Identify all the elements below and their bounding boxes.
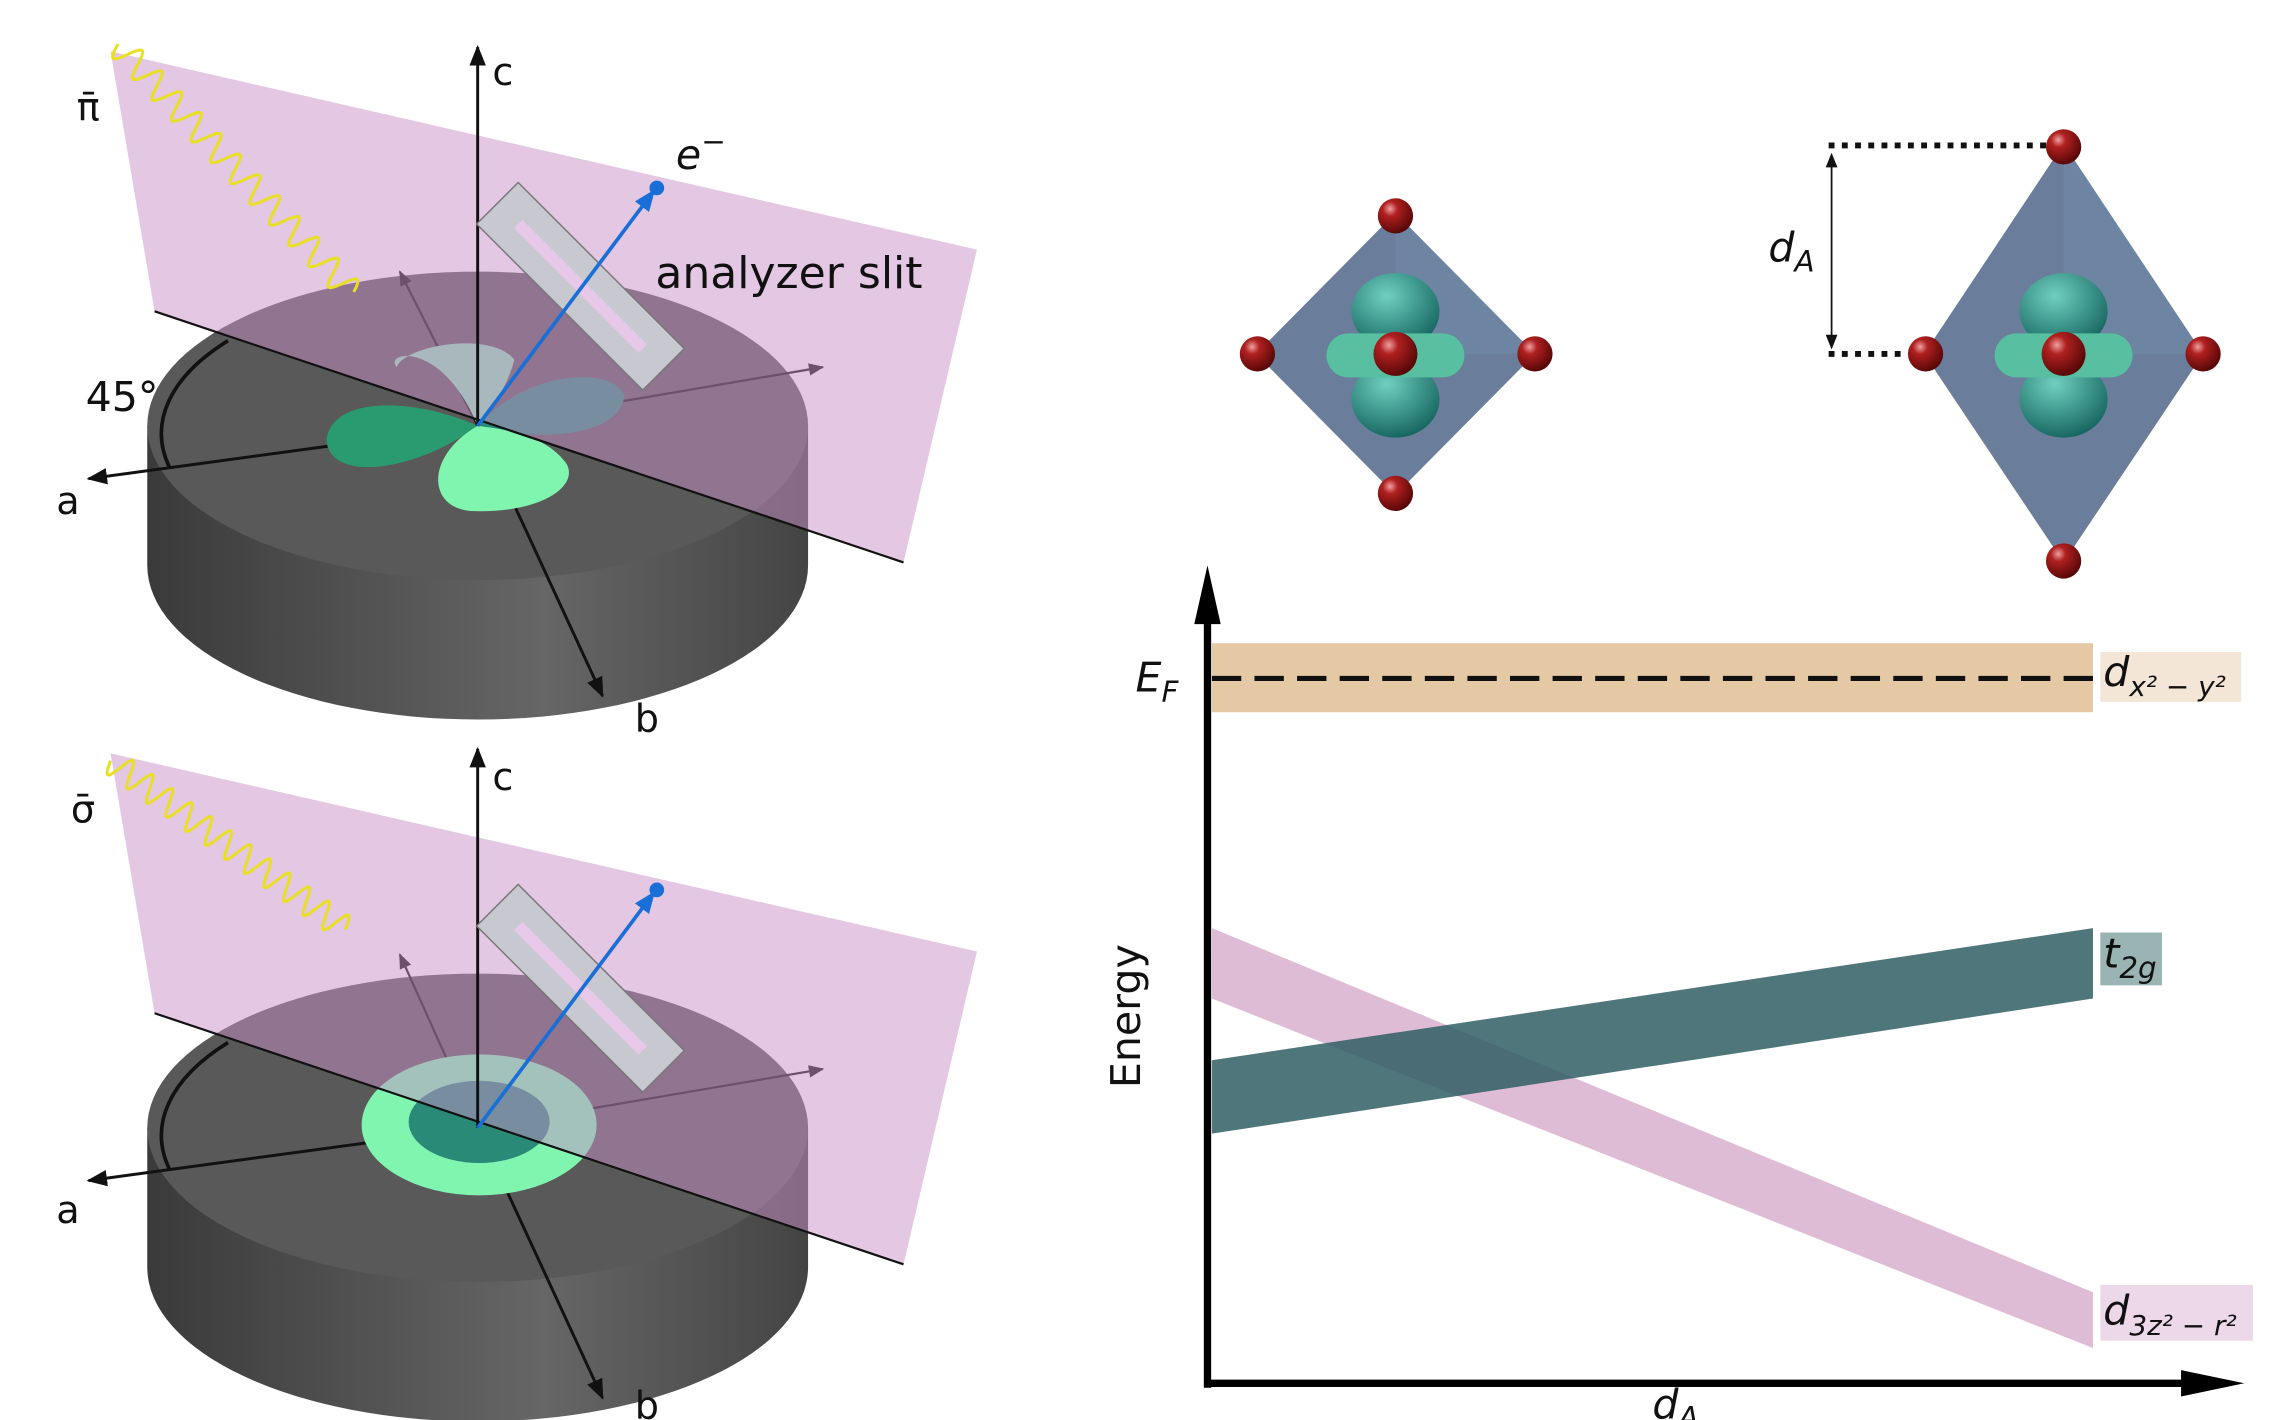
shape-circle bbox=[2046, 129, 2081, 164]
text-part: d bbox=[2103, 648, 2130, 696]
shape-path bbox=[2181, 1370, 2244, 1396]
text-part: A bbox=[1677, 1400, 1699, 1420]
polarization-label: π̄ bbox=[77, 86, 100, 130]
shape-circle bbox=[1373, 332, 1417, 376]
figure: π̄ c a b e− analyzer slit 45° σ̄ c a b d… bbox=[0, 0, 2274, 1420]
axis-label: a bbox=[56, 480, 79, 524]
text-part: x² − y² bbox=[2128, 670, 2225, 703]
shape-circle bbox=[2185, 336, 2220, 371]
axis-label: b bbox=[635, 697, 659, 741]
y-axis-label: Energy bbox=[1102, 944, 1150, 1088]
text-part: d bbox=[2103, 1287, 2130, 1335]
axis-label: b bbox=[635, 1385, 659, 1420]
shape-circle bbox=[1378, 198, 1413, 233]
text-part: d bbox=[1652, 1381, 1679, 1420]
arpes-panel: σ̄ c a b bbox=[56, 749, 977, 1420]
text-part: e bbox=[676, 131, 701, 179]
text-part: − bbox=[701, 124, 726, 158]
shape-circle bbox=[1240, 336, 1275, 371]
arpes-panel: π̄ c a b e− analyzer slit 45° bbox=[56, 44, 977, 741]
shape-path bbox=[1194, 565, 1220, 624]
shape-circle bbox=[2046, 543, 2081, 578]
axis-label: a bbox=[56, 1189, 79, 1233]
shape-circle bbox=[2042, 332, 2086, 376]
shape-circle bbox=[1378, 476, 1413, 511]
shape-circle bbox=[649, 883, 664, 898]
text-part: A bbox=[1793, 245, 1815, 279]
octahedron bbox=[1240, 198, 1553, 511]
distance-label: dA bbox=[1768, 223, 1814, 278]
text-part: 2g bbox=[2119, 951, 2156, 985]
octahedron: dA bbox=[1768, 129, 2220, 578]
axis-label: c bbox=[492, 756, 513, 800]
slit-label: analyzer slit bbox=[655, 248, 922, 299]
shape-circle bbox=[1517, 336, 1552, 371]
polarization-label: σ̄ bbox=[71, 788, 95, 832]
electron-label: e− bbox=[676, 124, 726, 179]
energy-diagram: EF dx² − y² t2g d3z² − r² Energy dA bbox=[1102, 565, 2253, 1420]
text-part: E bbox=[1136, 654, 1162, 702]
fermi-label: EF bbox=[1136, 654, 1180, 709]
text-part: 3z² − r² bbox=[2129, 1309, 2236, 1342]
axis-label: c bbox=[492, 51, 513, 95]
shape-circle bbox=[649, 181, 664, 196]
text-part: d bbox=[1768, 223, 1795, 271]
shape-circle bbox=[1908, 336, 1943, 371]
text-part: F bbox=[1162, 675, 1180, 709]
angle-label: 45° bbox=[86, 373, 159, 421]
